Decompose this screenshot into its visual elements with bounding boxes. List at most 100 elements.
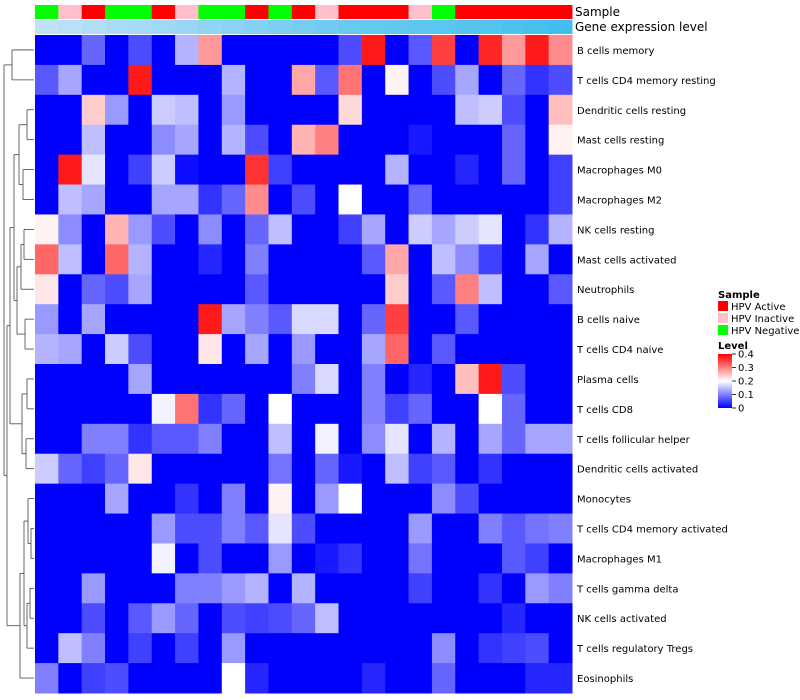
- heatmap-cell: [291, 94, 316, 126]
- heatmap-cell: [221, 513, 246, 544]
- sample-annotation-cell: [58, 5, 83, 19]
- track-label-expression: Gene expression level: [575, 20, 708, 34]
- heatmap-cell: [548, 633, 573, 664]
- heatmap-cell: [268, 244, 293, 275]
- heatmap-cell: [361, 603, 386, 634]
- heatmap-cell: [385, 453, 410, 485]
- heatmap-cell: [455, 64, 480, 96]
- heatmap-cell: [548, 154, 573, 186]
- legend-swatch: [718, 325, 728, 335]
- heatmap-cell: [478, 513, 503, 544]
- heatmap-cell: [198, 214, 223, 245]
- heatmap-cell: [431, 633, 456, 664]
- heatmap-cell: [385, 304, 410, 335]
- heatmap-cell: [385, 35, 410, 66]
- heatmap-cell: [548, 124, 573, 156]
- heatmap-cell: [501, 64, 526, 96]
- expression-annotation-cell: [431, 20, 456, 34]
- heatmap-cell: [525, 184, 550, 215]
- heatmap-cell: [338, 304, 363, 335]
- heatmap-cell: [455, 244, 480, 275]
- heatmap-cell: [128, 423, 153, 455]
- heatmap-cell: [291, 334, 316, 365]
- heatmap-cell: [338, 124, 363, 156]
- heatmap-cell: [431, 214, 456, 245]
- heatmap-cell: [408, 124, 433, 156]
- heatmap-cell: [268, 393, 293, 425]
- heatmap-cell: [501, 35, 526, 66]
- heatmap-cell: [338, 393, 363, 425]
- heatmap-cell: [268, 94, 293, 126]
- heatmap-cell: [151, 393, 176, 425]
- sample-annotation-cell: [291, 5, 316, 19]
- row-dendrogram: [3, 49, 34, 679]
- heatmap-cell: [81, 543, 106, 574]
- heatmap-cell: [408, 214, 433, 245]
- heatmap-cell: [338, 364, 363, 395]
- heatmap-cell: [361, 364, 386, 395]
- heatmap-cell: [315, 513, 340, 544]
- heatmap-cell: [81, 423, 106, 455]
- heatmap-cell: [455, 304, 480, 335]
- heatmap-cell: [385, 244, 410, 275]
- heatmap-cell: [81, 633, 106, 664]
- heatmap-cell: [501, 423, 526, 455]
- heatmap-cell: [431, 663, 456, 694]
- heatmap-cell: [58, 64, 83, 96]
- heatmap-cell: [198, 274, 223, 305]
- sample-annotation-cell: [315, 5, 340, 19]
- heatmap-cell: [175, 573, 199, 604]
- heatmap-cell: [315, 304, 340, 335]
- heatmap-cell: [478, 543, 503, 574]
- heatmap-cell: [151, 663, 176, 694]
- heatmap-cell: [175, 483, 199, 515]
- heatmap-cell: [128, 274, 153, 305]
- heatmap-cell: [35, 64, 59, 96]
- heatmap-cell: [105, 453, 129, 485]
- row-label: B cells memory: [577, 46, 654, 57]
- heatmap-cell: [105, 543, 129, 574]
- heatmap-cell: [198, 304, 223, 335]
- heatmap-cell: [315, 393, 340, 425]
- heatmap-cell: [105, 603, 129, 634]
- heatmap-cell: [175, 543, 199, 574]
- heatmap-cell: [151, 124, 176, 156]
- heatmap-cell: [455, 124, 480, 156]
- heatmap-cell: [548, 184, 573, 215]
- heatmap-cell: [501, 214, 526, 245]
- heatmap-cell: [175, 364, 199, 395]
- heatmap-cell: [501, 94, 526, 126]
- heatmap-cell: [81, 513, 106, 544]
- heatmap-cell: [105, 214, 129, 245]
- sample-annotation-cell: [128, 5, 153, 19]
- heatmap-cell: [548, 453, 573, 485]
- heatmap-cell: [315, 154, 340, 186]
- heatmap-cell: [361, 184, 386, 215]
- heatmap-cell: [431, 124, 456, 156]
- heatmap-cell: [81, 274, 106, 305]
- legend-sample-title: Sample: [718, 290, 760, 301]
- heatmap-cell: [221, 393, 246, 425]
- heatmap-cell: [58, 513, 83, 544]
- heatmap-cell: [431, 513, 456, 544]
- row-label: Dendritic cells resting: [577, 106, 686, 117]
- sample-annotation-cell: [548, 5, 573, 19]
- heatmap-cell: [431, 483, 456, 515]
- heatmap-cell: [455, 483, 480, 515]
- sample-annotation-cell: [245, 5, 269, 19]
- heatmap-cell: [385, 603, 410, 634]
- heatmap-cell: [35, 35, 59, 66]
- legend-sample-label: HPV Negative: [731, 326, 799, 337]
- heatmap-cell: [128, 304, 153, 335]
- heatmap-cell: [151, 543, 176, 574]
- heatmap-cell: [315, 483, 340, 515]
- heatmap-cell: [151, 364, 176, 395]
- heatmap-cell: [548, 483, 573, 515]
- heatmap-cell: [408, 304, 433, 335]
- heatmap-cell: [408, 364, 433, 395]
- heatmap-cell: [198, 453, 223, 485]
- heatmap-cell: [338, 214, 363, 245]
- heatmap-cell: [35, 244, 59, 275]
- heatmap-cell: [151, 304, 176, 335]
- heatmap-cell: [291, 423, 316, 455]
